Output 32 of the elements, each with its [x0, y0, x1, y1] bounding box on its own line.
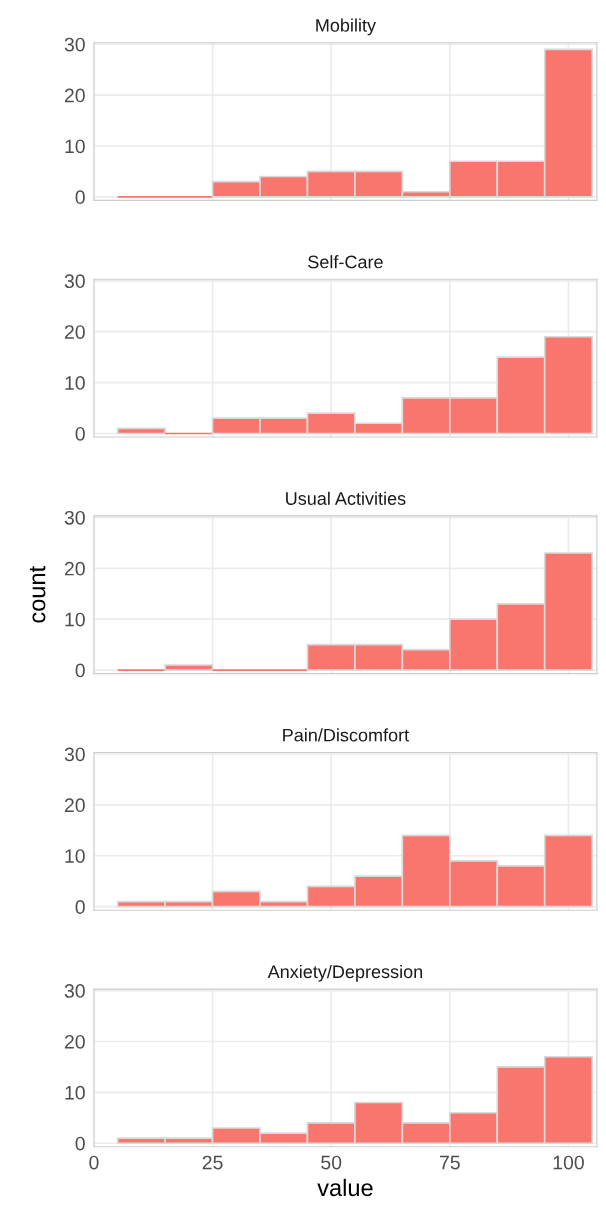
chart-title: Anxiety/Depression	[267, 964, 423, 982]
chart-title: Self-Care	[308, 255, 383, 269]
y-axis-title: count	[29, 566, 46, 623]
y-tick-label: 10	[65, 612, 85, 627]
chart-title: Mobility	[316, 18, 376, 36]
y-tick-label: 30	[64, 510, 85, 525]
y-tick-label: 0	[75, 900, 85, 914]
y-tick-label: 20	[64, 561, 85, 576]
y-tick-label: 0	[75, 426, 85, 441]
chart-title: Pain/Discomfort	[283, 728, 409, 742]
y-tick-label: 20	[64, 1034, 85, 1049]
y-tick-label: 0	[75, 1136, 85, 1151]
y-tick-label: 20	[64, 325, 85, 339]
chart-title: Usual Activities	[286, 491, 406, 505]
y-tick-label: 10	[65, 376, 85, 390]
x-tick-label: 100	[553, 1155, 584, 1170]
y-tick-label: 30	[64, 747, 85, 762]
y-tick-label: 30	[64, 984, 85, 998]
x-tick-label: 75	[440, 1155, 460, 1170]
x-axis-title: value	[317, 1178, 373, 1197]
y-tick-label: 30	[64, 274, 85, 289]
y-tick-label: 10	[65, 849, 85, 863]
y-tick-label: 10	[65, 139, 85, 154]
x-tick-label: 25	[202, 1155, 223, 1170]
y-tick-label: 30	[64, 37, 85, 52]
y-tick-label: 10	[65, 1085, 85, 1100]
x-tick-label: 50	[321, 1155, 342, 1170]
x-tick-label: 0	[89, 1155, 99, 1170]
y-tick-label: 20	[64, 798, 85, 813]
y-tick-label: 0	[75, 190, 85, 205]
y-tick-label: 0	[75, 663, 85, 678]
y-tick-label: 20	[64, 88, 85, 103]
